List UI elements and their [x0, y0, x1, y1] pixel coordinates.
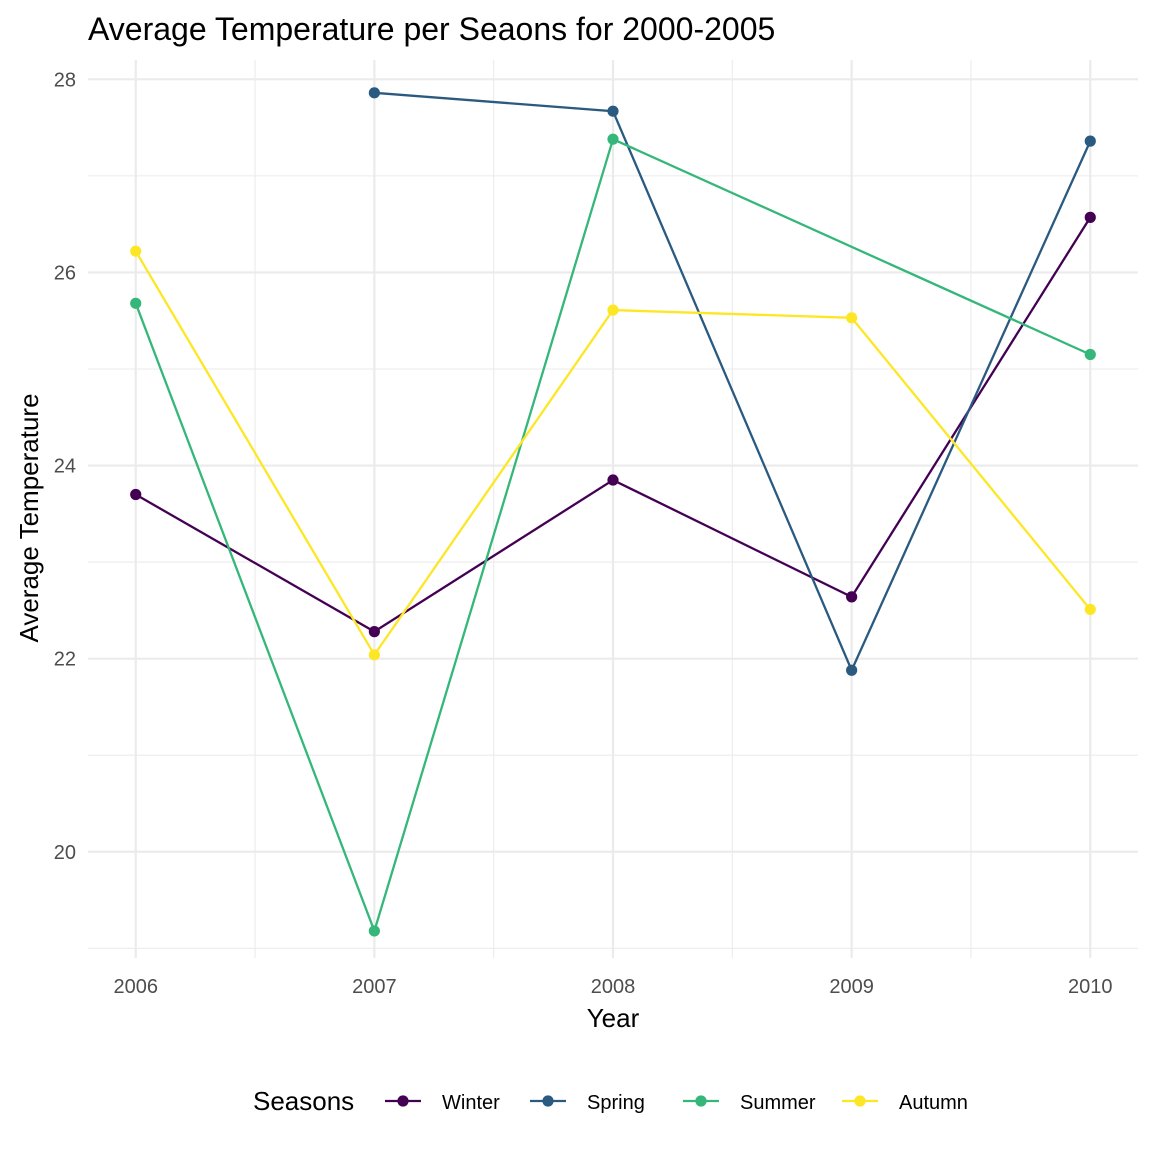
data-point: [130, 297, 142, 309]
legend-key-point: [542, 1095, 554, 1107]
x-tick-label: 2006: [113, 976, 158, 998]
data-point: [607, 105, 619, 117]
series-summer: [130, 133, 1096, 937]
x-tick-label: 2009: [829, 976, 874, 998]
series-autumn: [130, 245, 1096, 661]
series-line: [374, 91, 1092, 674]
y-axis-title: Average Temperature: [14, 393, 44, 642]
data-point: [607, 474, 619, 486]
legend-key-point: [854, 1095, 866, 1107]
legend-label: Autumn: [899, 1092, 968, 1114]
legend-item-autumn: Autumn: [842, 1092, 968, 1114]
data-point: [846, 664, 858, 676]
legend-label: Spring: [587, 1092, 645, 1114]
legend-item-winter: Winter: [385, 1092, 500, 1114]
legend-label: Summer: [740, 1092, 816, 1114]
y-tick-label: 28: [54, 69, 76, 91]
legend-key-point: [397, 1095, 409, 1107]
data-point: [607, 133, 619, 145]
legend-label: Winter: [442, 1092, 500, 1114]
y-tick-label: 26: [54, 262, 76, 284]
x-tick-label: 2008: [591, 976, 636, 998]
x-axis-title: Year: [587, 1003, 640, 1033]
data-point: [130, 488, 142, 501]
legend-title: Seasons: [253, 1086, 354, 1116]
series-spring: [368, 87, 1096, 676]
series-winter: [130, 211, 1096, 638]
data-point: [368, 87, 380, 99]
x-tick-label: 2010: [1068, 976, 1113, 998]
data-point: [1084, 603, 1096, 616]
x-axis-ticks: 2006 2007 2008 2009 2010: [113, 976, 1112, 998]
y-tick-label: 24: [54, 456, 76, 478]
data-point: [1084, 135, 1096, 147]
data-point: [368, 649, 380, 661]
series-line: [134, 137, 1091, 935]
data-point: [846, 591, 858, 603]
data-point: [368, 626, 380, 638]
series-layer: [130, 87, 1096, 937]
data-point: [607, 304, 619, 316]
data-point: [130, 245, 142, 257]
chart-title: Average Temperature per Seaons for 2000-…: [88, 11, 775, 47]
data-point: [368, 925, 380, 937]
y-tick-label: 22: [54, 649, 76, 671]
grid-lines: [88, 60, 1138, 958]
y-axis-ticks: 20 22 24 26 28: [54, 69, 76, 863]
legend-key-point: [695, 1095, 707, 1107]
data-point: [846, 312, 858, 324]
legend-item-summer: Summer: [683, 1092, 816, 1114]
legend: Seasons Winter Spring Summer Autumn: [253, 1086, 968, 1116]
data-point: [1084, 348, 1096, 361]
x-tick-label: 2007: [352, 976, 397, 998]
y-tick-label: 20: [54, 842, 76, 864]
legend-item-spring: Spring: [530, 1092, 645, 1114]
data-point: [1084, 211, 1096, 223]
